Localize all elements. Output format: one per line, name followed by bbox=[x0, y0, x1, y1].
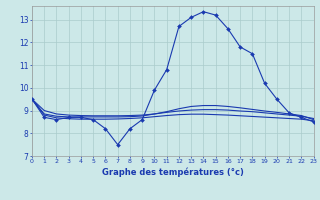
X-axis label: Graphe des températures (°c): Graphe des températures (°c) bbox=[102, 167, 244, 177]
